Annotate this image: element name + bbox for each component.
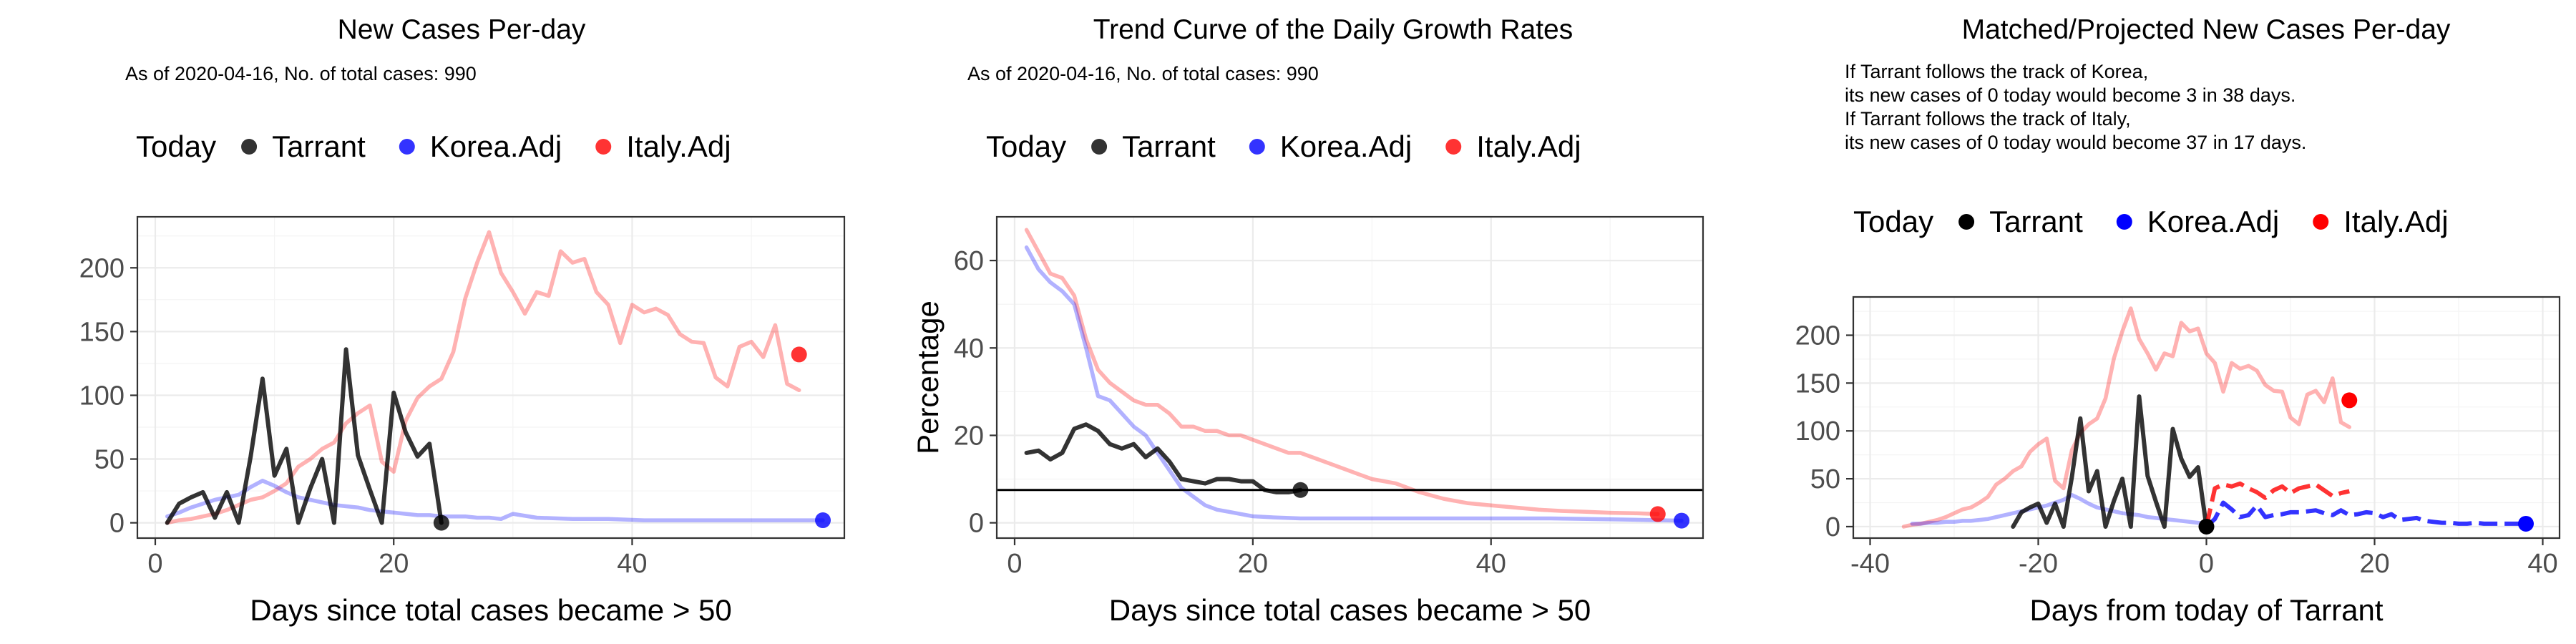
y-axis-label: Percentage xyxy=(911,301,945,454)
today-point-korea-adj xyxy=(2518,515,2534,532)
y-tick-label: 50 xyxy=(94,445,125,475)
series-line-korea-adj xyxy=(1910,493,2209,526)
grid xyxy=(137,217,844,538)
today-point-tarrant xyxy=(433,514,449,531)
series-line-italy-adj xyxy=(1901,306,2352,529)
y-tick-label: 20 xyxy=(954,421,984,451)
legend-key-korea-adj xyxy=(1249,139,1265,155)
legend-label: Italy.Adj xyxy=(2343,205,2448,238)
legend-key-tarrant xyxy=(241,139,258,155)
series-line-italy-adj xyxy=(1024,228,1660,517)
series-line-tarrant xyxy=(2011,394,2209,529)
legend-key-italy-adj xyxy=(1445,139,1462,155)
series-line-tarrant xyxy=(165,347,444,525)
x-axis-label: Days from today of Tarrant xyxy=(2029,593,2383,627)
today-point-italy-adj xyxy=(1649,506,1666,522)
x-tick-label: 0 xyxy=(147,549,162,579)
y-tick-label: 0 xyxy=(1825,512,1840,542)
legend-label: Tarrant xyxy=(1989,205,2083,238)
y-tick-label: 150 xyxy=(1795,369,1840,399)
legend-key-korea-adj xyxy=(399,139,415,155)
legend: Today Tarrant Korea.Adj Italy.Adj xyxy=(986,130,1581,163)
today-point-tarrant xyxy=(1292,482,1309,498)
x-tick-label: 40 xyxy=(617,549,647,579)
series-line-italy-adj-projected xyxy=(2204,481,2350,527)
chart-subtitle-line: its new cases of 0 today would become 37… xyxy=(1845,132,2306,153)
today-point-tarrant xyxy=(2198,518,2215,535)
legend-title: Today xyxy=(1853,205,1933,238)
today-point-korea-adj xyxy=(1674,512,1690,529)
legend-label: Tarrant xyxy=(1122,130,1216,163)
y-tick-label: 0 xyxy=(969,509,984,539)
plot-area xyxy=(997,228,1703,523)
panel-border xyxy=(1852,296,2561,540)
y-tick-label: 50 xyxy=(1810,464,1840,494)
today-point-italy-adj xyxy=(791,346,807,363)
legend-label: Korea.Adj xyxy=(1280,130,1412,163)
legend-key-tarrant xyxy=(1958,214,1975,230)
chart-panel-3: Matched/Projected New Cases Per-day If Ta… xyxy=(1795,14,2561,627)
legend: Today Tarrant Korea.Adj Italy.Adj xyxy=(136,130,731,163)
y-tick-label: 100 xyxy=(1795,416,1840,447)
legend-key-italy-adj xyxy=(595,139,612,155)
legend-key-korea-adj xyxy=(2116,214,2132,230)
legend-title: Today xyxy=(136,130,216,163)
legend-label: Tarrant xyxy=(272,130,366,163)
x-tick-label: 20 xyxy=(379,549,409,579)
x-axis-label: Days since total cases became > 50 xyxy=(1109,593,1591,627)
x-tick-label: -20 xyxy=(2019,549,2058,579)
plot-area xyxy=(1901,306,2526,529)
x-axis-label: Days since total cases became > 50 xyxy=(250,593,732,627)
legend-label: Korea.Adj xyxy=(2147,205,2279,238)
today-point-italy-adj xyxy=(2341,392,2358,409)
chart-subtitle-line: If Tarrant follows the track of Korea, xyxy=(1845,61,2148,82)
series-line-korea-adj-projected xyxy=(2205,500,2526,529)
y-tick-label: 150 xyxy=(79,317,125,347)
legend-label: Korea.Adj xyxy=(430,130,562,163)
series-line-korea-adj xyxy=(1024,245,1684,523)
y-tick-label: 200 xyxy=(79,253,125,283)
chart-title: New Cases Per-day xyxy=(338,14,586,45)
y-tick-label: 200 xyxy=(1795,321,1840,351)
series-line-korea-adj xyxy=(165,479,825,522)
panel-border xyxy=(995,215,1704,540)
x-tick-label: 20 xyxy=(2359,549,2389,579)
x-tick-label: 0 xyxy=(2199,549,2214,579)
legend-label: Italy.Adj xyxy=(626,130,731,163)
x-tick-label: 20 xyxy=(1238,549,1268,579)
legend-title: Today xyxy=(986,130,1066,163)
x-tick-label: 40 xyxy=(2527,549,2557,579)
plot-area xyxy=(165,230,825,525)
series-line-italy-adj xyxy=(165,230,801,525)
legend-label: Italy.Adj xyxy=(1476,130,1581,163)
grid xyxy=(1853,297,2560,538)
legend-key-tarrant xyxy=(1091,139,1108,155)
chart-title: Trend Curve of the Daily Growth Rates xyxy=(1093,14,1573,45)
legend: Today Tarrant Korea.Adj Italy.Adj xyxy=(1853,205,2449,238)
y-tick-label: 40 xyxy=(954,333,984,364)
legend-key-italy-adj xyxy=(2313,214,2329,230)
y-tick-label: 60 xyxy=(954,246,984,276)
panel-border xyxy=(136,215,846,540)
series-line-tarrant xyxy=(1024,422,1303,494)
today-point-korea-adj xyxy=(815,512,831,529)
chart-subtitle: As of 2020-04-16, No. of total cases: 99… xyxy=(967,63,1319,84)
chart-subtitle-line: its new cases of 0 today would become 3 … xyxy=(1845,84,2296,106)
x-tick-label: 0 xyxy=(1007,549,1022,579)
grid xyxy=(997,217,1703,538)
x-tick-label: 40 xyxy=(1476,549,1506,579)
x-tick-label: -40 xyxy=(1850,549,1890,579)
y-tick-label: 0 xyxy=(109,509,125,539)
y-tick-label: 100 xyxy=(79,381,125,411)
chart-subtitle: As of 2020-04-16, No. of total cases: 99… xyxy=(125,63,477,84)
chart-title: Matched/Projected New Cases Per-day xyxy=(1962,14,2451,45)
chart-subtitle-line: If Tarrant follows the track of Italy, xyxy=(1845,108,2131,130)
chart-panel-1: New Cases Per-day As of 2020-04-16, No. o… xyxy=(79,14,846,627)
chart-panel-2: Trend Curve of the Daily Growth Rates As … xyxy=(911,14,1704,627)
